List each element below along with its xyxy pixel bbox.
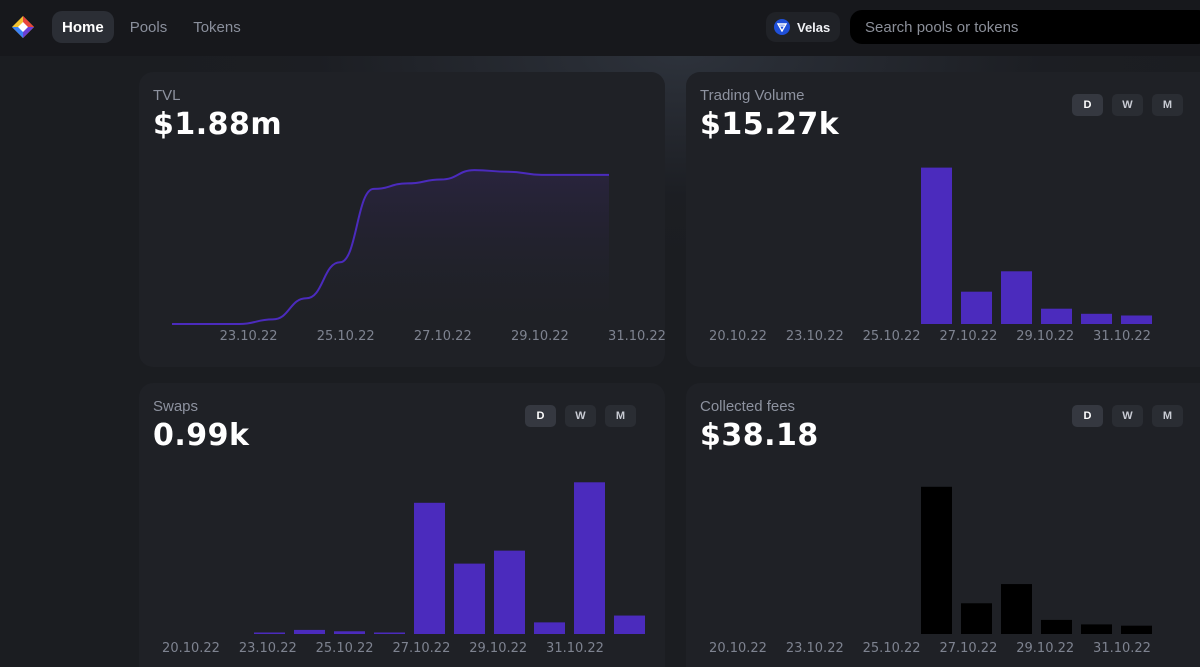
bar: [1041, 308, 1072, 324]
card-title: Trading Volume: [700, 87, 805, 104]
period-day-button[interactable]: D: [525, 405, 556, 427]
x-tick-label: 27.10.22: [939, 641, 997, 656]
x-tick-label: 25.10.22: [863, 641, 921, 656]
bar: [1041, 619, 1072, 634]
nav-pools[interactable]: Pools: [129, 18, 168, 36]
period-month-button[interactable]: M: [1152, 94, 1183, 116]
bar: [921, 486, 952, 634]
card-value: $38.18: [700, 418, 819, 453]
x-tick-label: 27.10.22: [939, 329, 997, 344]
bar: [494, 550, 525, 634]
card-title: TVL: [153, 87, 181, 104]
period-week-button[interactable]: W: [1112, 94, 1143, 116]
bar: [374, 632, 405, 634]
top-bar: Home Pools Tokens Velas: [0, 0, 1200, 56]
network-selector[interactable]: Velas: [766, 12, 841, 42]
period-toggle: D W M: [1072, 405, 1183, 427]
card-value: $15.27k: [700, 107, 840, 142]
period-month-button[interactable]: M: [1152, 405, 1183, 427]
x-tick-label: 27.10.22: [414, 329, 472, 344]
swaps-chart: 20.10.22 23.10.22 25.10.22 27.10.22 29.10.22…: [162, 482, 645, 656]
bar: [1121, 625, 1152, 634]
x-tick-label: 29.10.22: [469, 641, 527, 656]
period-toggle: D W M: [525, 405, 636, 427]
bar: [1001, 584, 1032, 634]
nav-home[interactable]: Home: [52, 11, 114, 43]
x-tick-label: 29.10.22: [511, 329, 569, 344]
x-tick-label: 23.10.22: [239, 641, 297, 656]
bar: [921, 167, 952, 324]
tvl-area-fill: [172, 170, 609, 324]
period-week-button[interactable]: W: [565, 405, 596, 427]
dashboard-area: TVL $1.88m 23.10.22 25.10.22 27.10.22 29.10…: [0, 56, 1200, 667]
x-tick-label: 25.10.22: [863, 329, 921, 344]
bar: [254, 632, 285, 634]
nav-tokens[interactable]: Tokens: [193, 18, 241, 36]
tvl-line: [172, 169, 609, 325]
trading-volume-chart: 20.10.22 23.10.22 25.10.22 27.10.22 29.10.22…: [709, 167, 1152, 344]
x-tick-label: 23.10.22: [786, 641, 844, 656]
card-value: 0.99k: [153, 418, 250, 453]
x-tick-label: 29.10.22: [1016, 641, 1074, 656]
network-label: Velas: [797, 19, 831, 35]
period-day-button[interactable]: D: [1072, 405, 1103, 427]
bar: [574, 482, 605, 634]
collected-fees-chart: 20.10.22 23.10.22 25.10.22 27.10.22 29.10.22…: [709, 486, 1152, 656]
x-tick-label: 31.10.22: [546, 641, 604, 656]
bar: [1001, 271, 1032, 324]
bar: [1121, 315, 1152, 324]
x-tick-label: 23.10.22: [220, 329, 278, 344]
period-day-button[interactable]: D: [1072, 94, 1103, 116]
x-tick-label: 31.10.22: [608, 329, 665, 344]
x-tick-label: 20.10.22: [709, 641, 767, 656]
card-value: $1.88m: [153, 107, 283, 142]
card-title: Collected fees: [700, 398, 796, 415]
swaps-card: Swaps 0.99k D W M 20.10.22 23.10.22 25.10.…: [139, 383, 665, 667]
velas-icon: [774, 19, 790, 35]
x-tick-label: 31.10.22: [1093, 641, 1151, 656]
x-tick-label: 20.10.22: [709, 329, 767, 344]
bar: [961, 291, 992, 324]
x-tick-label: 20.10.22: [162, 641, 220, 656]
period-toggle: D W M: [1072, 94, 1183, 116]
tvl-chart: 23.10.22 25.10.22 27.10.22 29.10.22 31.10.22: [172, 169, 665, 344]
period-month-button[interactable]: M: [605, 405, 636, 427]
bar: [961, 603, 992, 634]
bar: [1081, 313, 1112, 324]
bar: [334, 631, 365, 634]
bar: [454, 563, 485, 634]
trading-volume-card: Trading Volume $15.27k D W M 20.10.22 23.…: [686, 72, 1200, 367]
search-input[interactable]: [850, 10, 1200, 44]
period-week-button[interactable]: W: [1112, 405, 1143, 427]
bar: [534, 622, 565, 634]
bar: [414, 502, 445, 634]
card-title: Swaps: [153, 398, 199, 415]
x-tick-label: 29.10.22: [1016, 329, 1074, 344]
x-tick-label: 31.10.22: [1093, 329, 1151, 344]
bar: [294, 629, 325, 634]
x-tick-label: 25.10.22: [317, 329, 375, 344]
x-tick-label: 25.10.22: [316, 641, 374, 656]
x-tick-label: 27.10.22: [392, 641, 450, 656]
x-tick-label: 23.10.22: [786, 329, 844, 344]
main-nav: Home Pools Tokens: [52, 11, 251, 43]
app-logo-icon[interactable]: [10, 14, 36, 40]
collected-fees-card: Collected fees $38.18 D W M 20.10.22 23.1…: [686, 383, 1200, 667]
tvl-card: TVL $1.88m 23.10.22 25.10.22 27.10.22 29.10…: [139, 72, 665, 367]
bar: [614, 615, 645, 634]
bar: [1081, 624, 1112, 634]
